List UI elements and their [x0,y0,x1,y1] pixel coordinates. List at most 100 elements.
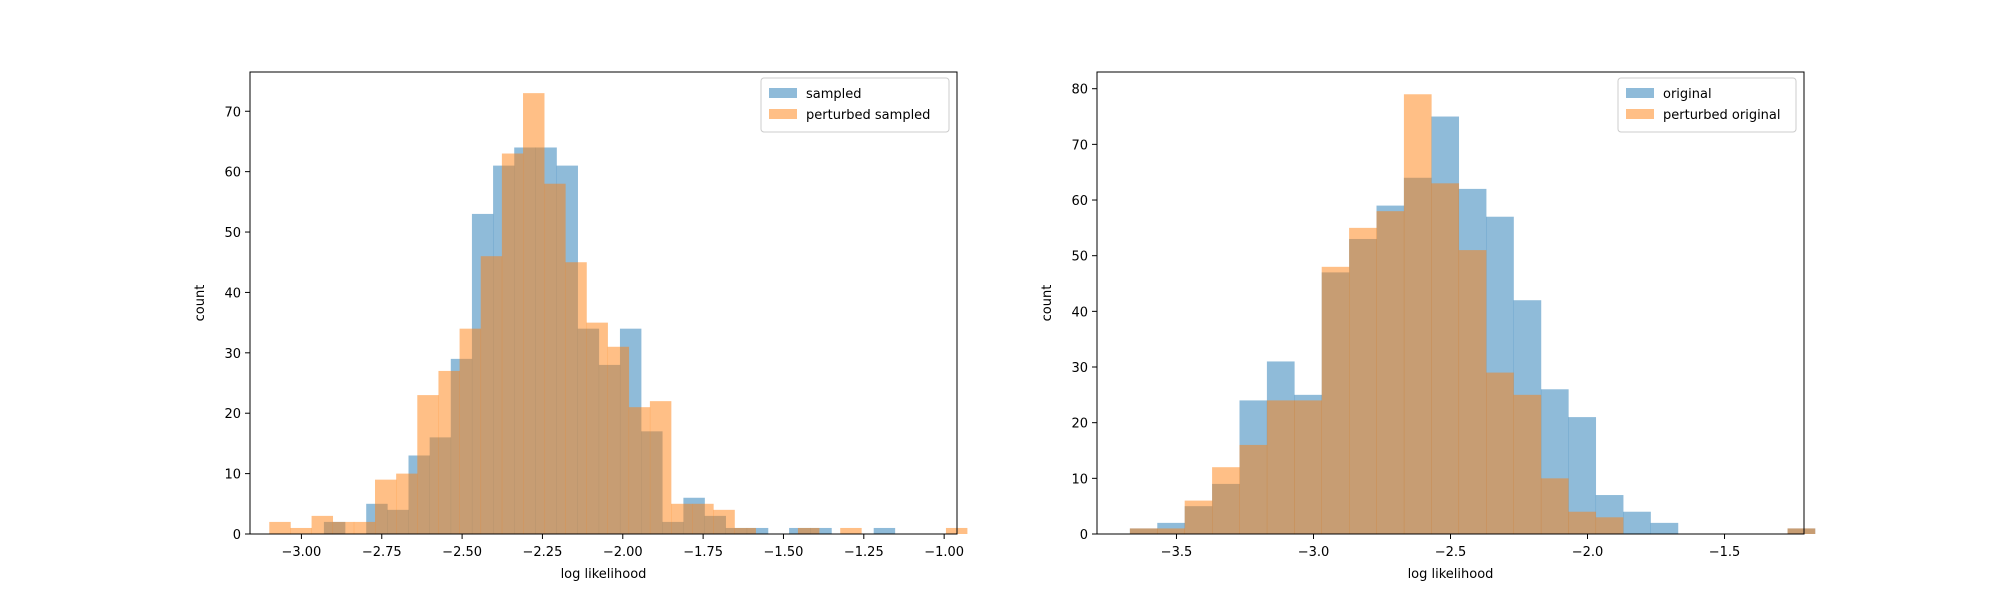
histogram-bar [692,503,714,534]
legend-label: original [1663,87,1712,102]
y-tick-label: 20 [1071,417,1088,432]
x-tick-label: −2.75 [362,545,402,560]
histogram-bar [1294,400,1322,534]
histogram-bar [1239,444,1268,534]
histogram-bar [269,521,291,534]
histogram-bar [1540,478,1569,534]
histogram-bar [290,527,312,534]
histogram-bar [1266,400,1295,534]
y-tick-label: 30 [224,347,241,362]
histogram-bar [501,153,524,534]
histogram-bar [1623,511,1651,534]
y-tick-label: 80 [1071,83,1088,98]
histogram-bar [438,370,460,534]
x-tick-label: −2.50 [442,545,482,560]
histogram-bar [746,527,769,534]
histogram-bar [840,527,862,534]
y-tick-label: 60 [224,166,241,181]
x-tick-label: −2.5 [1435,545,1467,560]
x-tick-label: −1.25 [844,545,884,560]
legend-box [760,77,950,133]
legend: sampled perturbed sampled [760,77,950,133]
x-tick-label: −1.5 [1709,545,1741,560]
histogram-bar [375,479,397,534]
histogram-bar [1595,517,1624,534]
histogram-bar [797,527,820,534]
legend-label: perturbed sampled [806,108,930,123]
y-axis-label: count [193,285,208,322]
x-tick-label: −2.0 [1572,545,1604,560]
histogram-bar [1212,467,1240,534]
series-perturbed-sampled [269,93,968,535]
legend-swatch [769,109,797,119]
histogram-bar [1376,211,1405,534]
histogram-bar [734,527,756,534]
histogram-bar [1787,528,1816,534]
y-tick-label: 0 [233,528,241,543]
legend: original perturbed original [1617,77,1797,133]
y-tick-label: 60 [1071,194,1088,209]
legend-label: perturbed original [1663,108,1781,123]
series-perturbed-original [1129,94,1816,535]
histogram-bar [353,521,376,534]
x-tick-label: −3.00 [281,545,321,560]
histogram-bar [396,473,418,534]
y-tick-label: 40 [1071,305,1088,320]
histogram-bar [1321,266,1350,534]
x-tick-label: −2.00 [603,545,643,560]
histogram-bar [523,93,545,534]
legend-box [1617,77,1797,133]
histogram-bar [1184,500,1213,534]
histogram-bar [810,527,832,534]
histogram-bar [1349,227,1377,535]
histogram-bar [1568,511,1597,534]
y-tick-label: 70 [224,105,241,120]
histogram-bar [565,262,587,534]
y-tick-label: 40 [224,286,241,301]
histogram-panel-left: −3.00 −2.75 −2.50 −2.25 −2.00 −1.75 −1.50 −1.25… [193,71,968,582]
histogram-bar [544,183,566,535]
y-tick-label: 10 [224,468,241,483]
x-axis-label: log likelihood [561,567,647,582]
x-tick-label: −2.25 [523,545,563,560]
x-tick-label: −1.50 [764,545,804,560]
histogram-bar [671,503,693,534]
histogram-bar [480,256,503,534]
histogram-bar [649,401,672,534]
histogram-bar [311,515,334,534]
histogram-bar [607,346,630,534]
y-tick-label: 70 [1071,138,1088,153]
legend-swatch [1626,109,1654,119]
x-tick-label: −1.75 [683,545,723,560]
y-tick-label: 0 [1080,528,1088,543]
x-tick-label: −3.5 [1161,545,1193,560]
histogram-bar [459,328,482,534]
histogram-bar [1157,528,1185,534]
histogram-bar [873,527,896,534]
histogram-bar [1458,250,1487,534]
histogram-bar [628,407,651,534]
y-tick-label: 50 [224,226,241,241]
histogram-bar [1513,394,1542,534]
x-axis-label: log likelihood [1408,567,1494,582]
histogram-bar [417,395,439,534]
histogram-bar [1403,94,1432,535]
y-tick-label: 50 [1071,250,1088,265]
legend-label: sampled [806,87,862,102]
legend-swatch [769,88,797,98]
histogram-panel-right: −3.5 −3.0 −2.5 −2.0 −1.5 0 10 20 30 40 50 60 70 80 log… [1040,71,1816,582]
y-tick-label: 10 [1071,472,1088,487]
y-tick-label: 20 [224,407,241,422]
histogram-bar [332,521,355,534]
histogram-bar [1650,522,1679,534]
histogram-bar [586,322,608,534]
histogram-bar [713,509,735,534]
legend-swatch [1626,88,1654,98]
histogram-bar [1129,528,1158,534]
x-tick-label: −3.0 [1298,545,1330,560]
y-tick-label: 30 [1071,361,1088,376]
y-axis-label: count [1040,285,1055,322]
x-tick-label: −1.00 [924,545,964,560]
histogram-bar [1486,372,1514,534]
